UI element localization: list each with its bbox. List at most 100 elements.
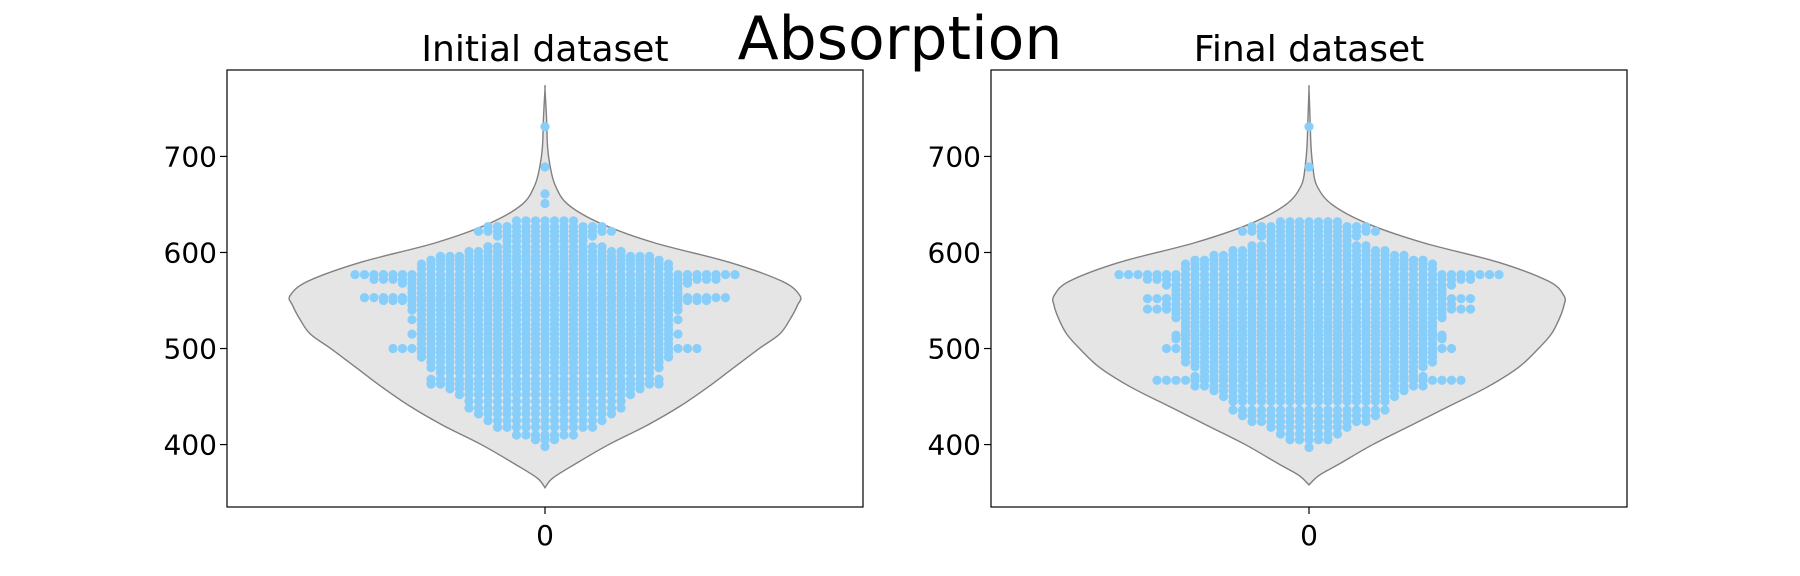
data-point [407, 315, 417, 325]
data-point [359, 293, 370, 303]
data-point [511, 415, 522, 426]
data-point [1161, 269, 1172, 280]
data-point [1133, 269, 1143, 280]
data-point [1437, 269, 1447, 280]
data-point [1313, 405, 1324, 415]
data-point [407, 269, 417, 280]
data-point [483, 415, 493, 426]
data-point [616, 246, 626, 257]
data-point [1152, 375, 1162, 385]
data-point [1285, 405, 1295, 415]
data-point [625, 251, 636, 261]
data-point [587, 415, 598, 426]
data-point [587, 221, 598, 232]
y-tick-label: 700 [164, 140, 217, 173]
data-point [530, 396, 541, 406]
data-point [473, 246, 484, 257]
data-point [492, 242, 503, 252]
data-point [578, 422, 588, 432]
data-point [1247, 241, 1257, 251]
data-point [578, 374, 588, 384]
data-point [559, 403, 569, 413]
data-point [1171, 269, 1181, 280]
data-point [578, 221, 588, 232]
data-point [1152, 304, 1162, 314]
data-point [692, 343, 702, 354]
panel-final-dataset: 400 500 600 700 0 Final dataset [928, 29, 1628, 552]
swarm-points [350, 122, 740, 452]
data-point [1304, 162, 1314, 172]
data-point [540, 441, 550, 452]
data-point [540, 403, 550, 413]
data-point [1161, 375, 1172, 385]
data-point [502, 422, 512, 432]
y-tick-label: 500 [928, 333, 981, 366]
data-point [540, 162, 550, 172]
data-point [378, 293, 389, 303]
data-point [597, 374, 607, 384]
data-point [397, 293, 408, 303]
data-point [388, 269, 398, 280]
data-point [1180, 259, 1191, 269]
data-point [511, 430, 522, 440]
y-tick-label: 700 [928, 140, 981, 173]
data-point [530, 430, 541, 440]
data-point [492, 422, 503, 432]
data-point [578, 415, 588, 426]
data-point [426, 374, 436, 384]
data-point [682, 269, 693, 280]
data-point [1199, 255, 1210, 265]
data-point [1209, 250, 1219, 260]
data-point [473, 396, 484, 406]
data-point [635, 374, 645, 384]
data-point [502, 221, 512, 232]
data-point [445, 374, 455, 384]
y-tick-label: 400 [928, 429, 981, 462]
data-point [644, 251, 655, 261]
data-point [1456, 293, 1466, 304]
data-point [1446, 293, 1457, 304]
data-point [540, 422, 550, 432]
data-point [530, 415, 541, 426]
data-point [502, 403, 512, 413]
data-point [511, 422, 522, 432]
data-point [720, 269, 731, 280]
data-point [1351, 221, 1362, 232]
data-point [616, 396, 626, 406]
data-point [483, 242, 493, 252]
data-point [540, 189, 550, 199]
data-point [587, 403, 598, 413]
data-point [1180, 375, 1191, 385]
data-point [511, 403, 522, 413]
data-point [1323, 217, 1333, 227]
data-point [606, 403, 617, 413]
y-tick-label: 600 [164, 236, 217, 269]
data-point [1304, 429, 1314, 439]
data-point [483, 403, 493, 413]
data-point [587, 396, 598, 406]
data-point [502, 374, 512, 384]
data-point [1427, 259, 1438, 269]
data-point [1123, 269, 1134, 280]
data-point [435, 374, 446, 384]
data-point [1190, 255, 1200, 265]
data-point [1437, 343, 1447, 354]
data-point [530, 374, 541, 384]
data-point [464, 246, 474, 257]
data-point [1361, 241, 1371, 251]
y-tick-label: 500 [164, 333, 217, 366]
figure-title: Absorption [737, 4, 1063, 74]
data-point [559, 430, 569, 440]
data-point [464, 374, 474, 384]
data-point [1161, 293, 1172, 304]
data-point [587, 374, 598, 384]
data-point [568, 403, 579, 413]
data-point [682, 293, 693, 303]
data-point [454, 251, 465, 261]
data-point [1351, 241, 1362, 251]
data-point [1370, 405, 1381, 415]
data-point [711, 269, 721, 280]
data-point [397, 343, 408, 354]
data-point [521, 374, 531, 384]
